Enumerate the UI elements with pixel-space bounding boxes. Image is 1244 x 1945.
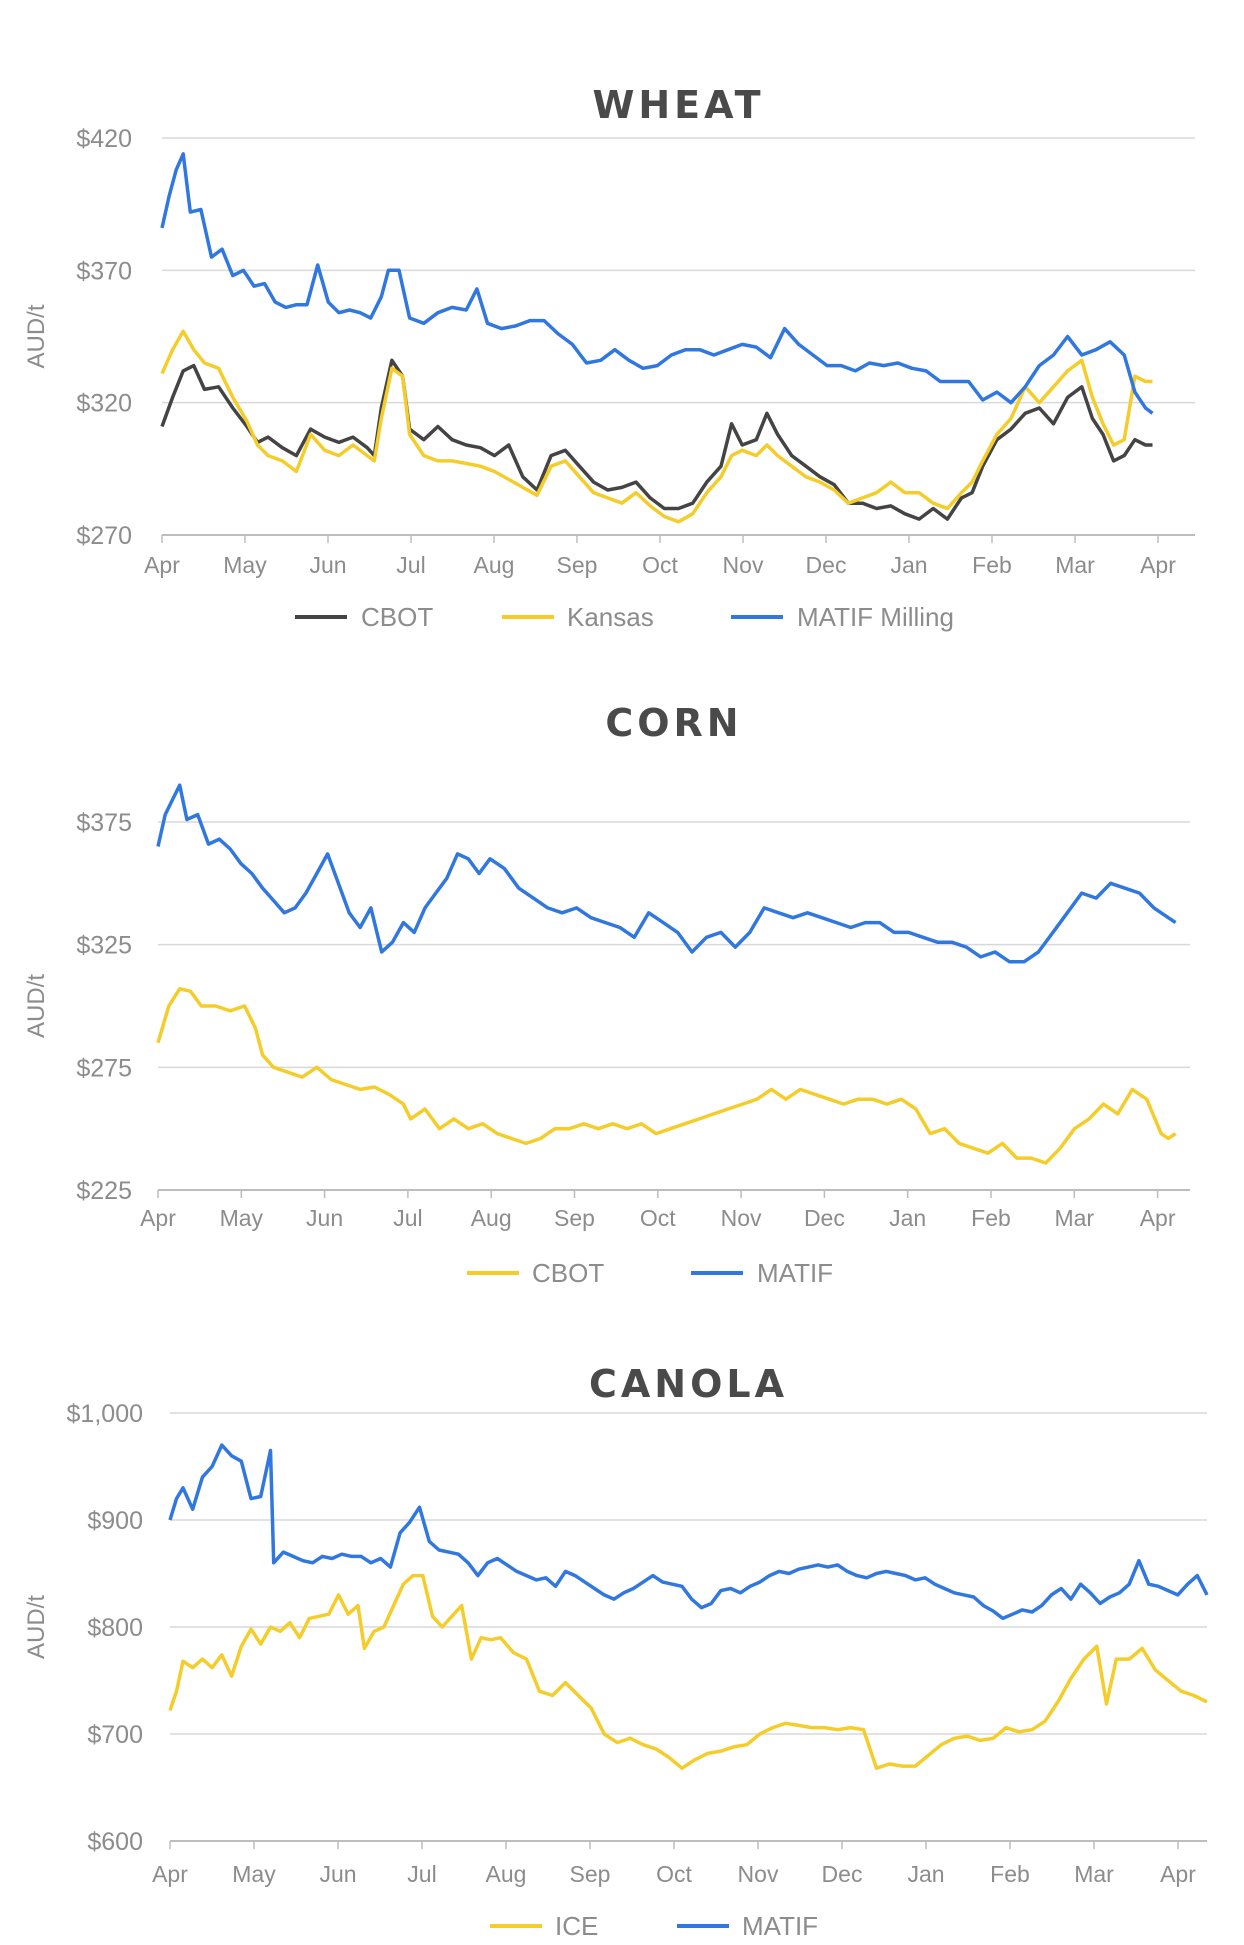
y-tick-label: $325 (76, 932, 132, 960)
series-line-ice (168, 1573, 1208, 1770)
x-tick-label: Dec (806, 552, 847, 578)
series-line-matif (168, 1443, 1209, 1621)
y-axis-label: AUD/t (23, 304, 50, 368)
x-tick-label: May (223, 552, 267, 578)
x-tick-label: Jun (306, 1205, 343, 1231)
legend-label: ICE (555, 1911, 598, 1941)
y-tick-label: $1,000 (67, 1400, 143, 1428)
chart-title: CANOLA (589, 1362, 788, 1406)
x-tick-label: Oct (642, 552, 678, 578)
x-tick-label: Dec (804, 1205, 845, 1231)
x-tick-label: Mar (1054, 1205, 1094, 1231)
y-tick-label: $420 (76, 125, 132, 153)
y-tick-label: $370 (76, 257, 132, 285)
legend-label: MATIF Milling (797, 602, 954, 632)
x-tick-label: Jan (907, 1861, 944, 1887)
x-tick-label: Feb (971, 1205, 1011, 1231)
x-tick-label: Jul (393, 1205, 422, 1231)
y-tick-label: $700 (87, 1721, 143, 1749)
x-tick-label: Apr (1140, 552, 1176, 578)
x-tick-label: May (220, 1205, 264, 1231)
y-tick-label: $275 (76, 1054, 132, 1082)
y-axis-label: AUD/t (23, 1595, 50, 1659)
y-axis-label: AUD/t (23, 974, 50, 1038)
x-tick-label: Feb (990, 1861, 1030, 1887)
y-tick-label: $375 (76, 809, 132, 837)
x-tick-label: Apr (140, 1205, 176, 1231)
y-tick-label: $270 (76, 522, 132, 550)
x-tick-label: Oct (656, 1861, 692, 1887)
series-line-matif-milling (160, 152, 1154, 415)
chart-canola: CANOLA $600 $700 $800 $900 $1,000 AUD/t Apr May J… (23, 1362, 1209, 1941)
x-tick-label: Nov (721, 1205, 762, 1231)
x-tick-label: Nov (738, 1861, 779, 1887)
series-line-cbot (160, 358, 1153, 521)
x-tick-label: Apr (144, 552, 180, 578)
x-tick-label: Oct (640, 1205, 676, 1231)
legend-label: MATIF (742, 1911, 818, 1941)
y-tick-label: $600 (87, 1828, 143, 1856)
x-tick-label: Apr (152, 1861, 188, 1887)
x-tick-label: May (232, 1861, 276, 1887)
x-tick-label: Jul (396, 552, 425, 578)
x-tick-label: Jun (309, 552, 346, 578)
chart-wheat: WHEAT $270 $320 $370 $420 AUD/t Apr May Jun Jul Au… (23, 83, 1195, 632)
x-tick-label: Jul (407, 1861, 436, 1887)
chart-corn: CORN $225 $275 $325 $375 AUD/t Apr May Jun Jul Aug… (23, 701, 1190, 1288)
chart-title: CORN (605, 701, 742, 745)
x-tick-label: Apr (1160, 1861, 1196, 1887)
x-tick-label: Feb (972, 552, 1012, 578)
series-line-matif (156, 783, 1177, 964)
legend-label: Kansas (567, 602, 654, 632)
x-tick-label: Nov (723, 552, 764, 578)
chart-title: WHEAT (592, 83, 764, 127)
legend-label: CBOT (361, 602, 433, 632)
y-tick-label: $900 (87, 1507, 143, 1535)
x-tick-label: Dec (822, 1861, 863, 1887)
x-tick-label: Jan (890, 552, 927, 578)
y-tick-label: $800 (87, 1614, 143, 1642)
x-tick-label: Aug (474, 552, 515, 578)
legend-label: CBOT (532, 1258, 604, 1288)
x-tick-label: Apr (1140, 1205, 1176, 1231)
legend-label: MATIF (757, 1258, 833, 1288)
x-tick-label: Jan (889, 1205, 926, 1231)
x-tick-label: Jun (319, 1861, 356, 1887)
series-line-cbot (156, 987, 1177, 1165)
y-tick-label: $225 (76, 1177, 132, 1205)
x-tick-label: Aug (471, 1205, 512, 1231)
x-tick-label: Sep (570, 1861, 611, 1887)
x-tick-label: Mar (1074, 1861, 1114, 1887)
x-tick-label: Aug (486, 1861, 527, 1887)
x-tick-label: Sep (554, 1205, 595, 1231)
y-tick-label: $320 (76, 390, 132, 418)
x-tick-label: Mar (1055, 552, 1095, 578)
x-tick-label: Sep (557, 552, 598, 578)
series-line-kansas (160, 329, 1153, 524)
